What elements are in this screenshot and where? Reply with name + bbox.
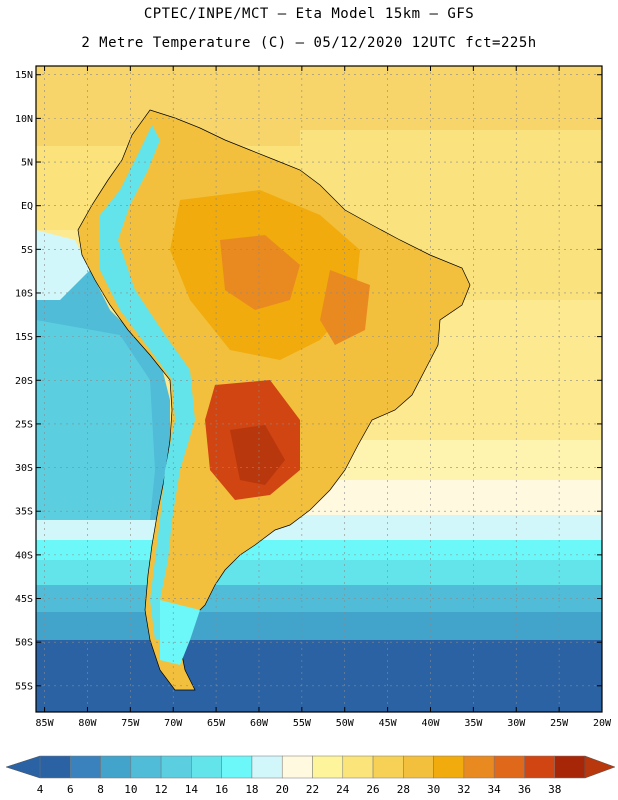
pacific-cold-water <box>36 320 155 520</box>
colorbar-label: 30 <box>427 783 440 796</box>
lon-label: 30W <box>507 718 526 729</box>
lat-label: 15N <box>15 70 33 81</box>
lat-label: 5S <box>21 245 33 256</box>
colorbar-swatch <box>251 755 283 779</box>
colorbar-under-arrow <box>5 755 41 779</box>
map-subtitle: 2 Metre Temperature (C) – 05/12/2020 12U… <box>81 35 537 51</box>
land-hottest-zone <box>230 425 285 485</box>
lat-label: 50S <box>15 638 33 649</box>
ocean-band-cold-3 <box>36 585 602 615</box>
colorbar-swatch <box>342 755 374 779</box>
colorbar-label: 34 <box>488 783 502 796</box>
colorbar-label: 20 <box>276 783 289 796</box>
colorbar-label: 16 <box>215 783 228 796</box>
lon-label: 35W <box>464 718 483 729</box>
colorbar-swatch <box>463 755 495 779</box>
graticule <box>36 66 603 712</box>
lon-label: 55W <box>293 718 312 729</box>
lon-label: 45W <box>379 718 398 729</box>
lat-label: 5N <box>21 158 33 169</box>
lon-label: 25W <box>550 718 569 729</box>
colorbar-label: 36 <box>518 783 531 796</box>
lon-label: 80W <box>78 718 97 729</box>
lat-label: 15S <box>15 332 33 343</box>
colorbar-label: 32 <box>457 783 470 796</box>
colorbar-label: 12 <box>154 783 167 796</box>
colorbar-swatch <box>312 755 344 779</box>
colorbar-swatch <box>493 755 525 779</box>
lat-label: EQ <box>21 201 33 212</box>
colorbar-label: 22 <box>306 783 319 796</box>
andes-cool-stripe <box>100 125 195 640</box>
lat-label: 55S <box>15 681 33 692</box>
colorbar-label: 24 <box>336 783 350 796</box>
colorbar-swatch <box>403 755 434 779</box>
colorbar-swatch <box>433 755 465 779</box>
lat-label: 40S <box>15 550 33 561</box>
lon-label: 20W <box>593 718 612 729</box>
colorbar-swatch <box>130 755 162 779</box>
lon-label: 40W <box>421 718 440 729</box>
lat-label: 35S <box>15 507 33 518</box>
colorbar-swatch <box>372 755 404 779</box>
colorbar-label: 28 <box>397 783 410 796</box>
colorbar-swatch <box>160 755 192 779</box>
lon-label: 85W <box>36 718 55 729</box>
lon-label: 60W <box>250 718 269 729</box>
longitude-axis: 85W 80W 75W 70W 65W 60W 55W 50W 45W 40W 35W 30W 25W 2… <box>36 66 612 729</box>
map-title: CPTEC/INPE/MCT – Eta Model 15km – GFS <box>143 6 475 22</box>
lon-label: 75W <box>121 718 140 729</box>
colorbar-swatch <box>524 755 555 779</box>
lat-label: 10N <box>15 114 33 125</box>
ocean-band-cold-5 <box>36 640 602 712</box>
lon-label: 70W <box>164 718 183 729</box>
colorbar-swatch <box>39 755 71 779</box>
patagonia-cool <box>160 600 200 665</box>
colorbar-label: 18 <box>245 783 258 796</box>
colorbar-label: 4 <box>37 783 44 796</box>
colorbar-swatch <box>281 755 313 779</box>
colorbar-swatch <box>100 755 132 779</box>
lat-label: 10S <box>15 288 33 299</box>
colorbar: 4 6 8 10 12 14 16 18 20 22 24 26 28 30 32 34 36 38 <box>5 755 616 796</box>
colorbar-label: 10 <box>124 783 137 796</box>
colorbar-swatch <box>70 755 101 779</box>
ocean-band-cold-4 <box>36 612 602 642</box>
lon-label: 65W <box>207 718 226 729</box>
lat-label: 20S <box>15 376 33 387</box>
colorbar-over-arrow <box>584 755 616 779</box>
lon-label: 50W <box>336 718 355 729</box>
lat-label: 30S <box>15 463 33 474</box>
colorbar-swatch <box>191 755 222 779</box>
map-frame <box>35 65 603 713</box>
colorbar-label: 26 <box>366 783 379 796</box>
lat-label: 25S <box>15 419 33 430</box>
land-very-warm-zone <box>220 235 300 310</box>
map-field <box>36 66 602 712</box>
colorbar-swatch <box>554 755 586 779</box>
colorbar-label: 14 <box>185 783 199 796</box>
lat-label: 45S <box>15 594 33 605</box>
colorbar-label: 6 <box>67 783 74 796</box>
colorbar-label: 38 <box>548 783 561 796</box>
pacific-mild-water <box>36 230 90 300</box>
latitude-axis: 15N 10N 5N EQ 5S 10S 15S 20S 25S 30S 35S 40S 45S 50S 5… <box>15 70 602 692</box>
colorbar-swatch <box>221 755 253 779</box>
colorbar-label: 8 <box>97 783 104 796</box>
